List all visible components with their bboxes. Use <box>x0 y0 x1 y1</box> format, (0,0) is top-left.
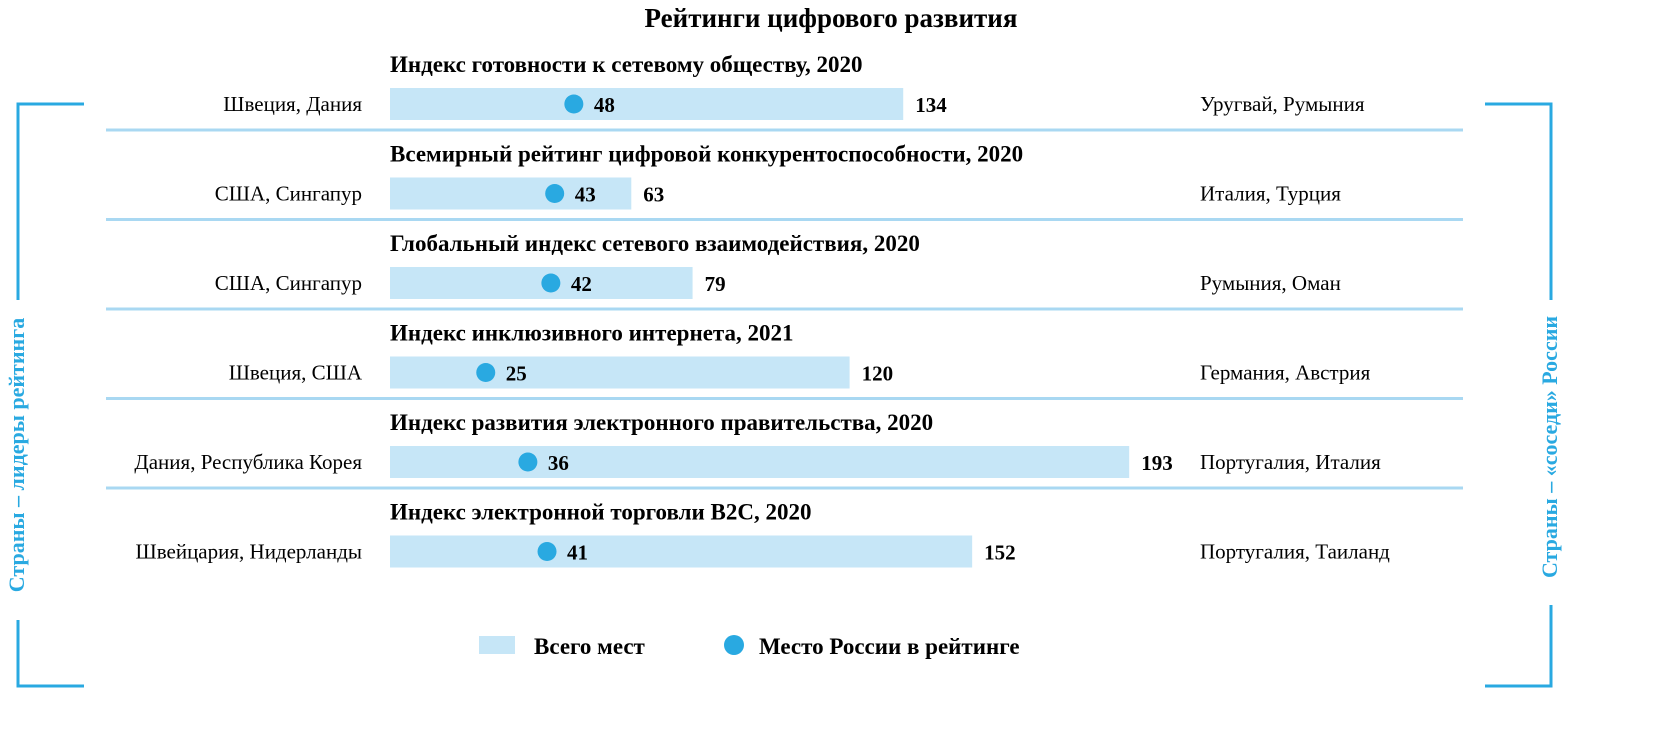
russia-rank-value: 43 <box>575 183 596 207</box>
rating-row: Индекс инклюзивного интернета, 2021 Швеци… <box>106 321 1463 400</box>
rating-row: Индекс электронной торговли B2C, 2020 Шве… <box>136 500 1390 568</box>
total-places-value: 193 <box>1141 451 1173 475</box>
russia-rank-value: 25 <box>506 362 527 386</box>
neighbor-countries: Германия, Австрия <box>1200 361 1371 385</box>
neighbor-countries: Португалия, Таиланд <box>1200 540 1390 564</box>
leader-countries: США, Сингапур <box>215 182 362 206</box>
right-bracket-bottom-line <box>1485 605 1553 688</box>
left-bracket: Страны – лидеры рейтинга <box>4 102 84 688</box>
index-title: Всемирный рейтинг цифровой конкурентоспо… <box>390 142 1023 167</box>
leader-countries: Швейцария, Нидерланды <box>136 540 362 564</box>
total-places-value: 152 <box>984 541 1016 565</box>
rating-rows: Индекс готовности к сетевому обществу, 2… <box>106 52 1463 568</box>
legend-bar-label: Всего мест <box>534 634 646 659</box>
legend-bar-swatch <box>479 636 515 654</box>
russia-rank-dot <box>545 184 565 203</box>
leader-countries: Швеция, Дания <box>223 92 362 116</box>
rating-row: Всемирный рейтинг цифровой конкурентоспо… <box>106 142 1463 221</box>
left-bracket-bottom-line <box>16 620 84 688</box>
neighbor-countries: Португалия, Италия <box>1200 450 1381 474</box>
russia-rank-dot <box>537 542 557 561</box>
legend: Всего мест Место России в рейтинге <box>479 634 1020 659</box>
total-places-bar <box>390 267 693 299</box>
russia-rank-value: 36 <box>548 451 569 475</box>
total-places-bar <box>390 446 1130 478</box>
rating-row: Глобальный индекс сетевого взаимодействи… <box>106 231 1463 311</box>
russia-rank-value: 41 <box>567 541 588 565</box>
right-side-label: Страны – «соседи» России <box>1537 316 1562 578</box>
index-title: Индекс инклюзивного интернета, 2021 <box>390 321 794 346</box>
russia-rank-dot <box>564 94 584 114</box>
russia-rank-dot <box>518 452 538 472</box>
total-places-bar <box>390 356 850 389</box>
rating-row: Индекс развития электронного правительст… <box>106 410 1463 490</box>
right-bracket: Страны – «соседи» России <box>1485 102 1562 688</box>
left-bracket-top-line <box>16 102 84 300</box>
index-title: Индекс готовности к сетевому обществу, 2… <box>390 52 863 77</box>
total-places-bar <box>390 177 632 210</box>
total-places-value: 120 <box>862 362 894 386</box>
chart-title: Рейтинги цифрового развития <box>645 3 1018 33</box>
leader-countries: Дания, Республика Корея <box>134 450 362 474</box>
total-places-value: 63 <box>643 183 664 207</box>
neighbor-countries: Румыния, Оман <box>1200 271 1341 295</box>
neighbor-countries: Уругвай, Румыния <box>1200 92 1365 116</box>
leader-countries: Швеция, США <box>229 361 363 385</box>
left-side-label: Страны – лидеры рейтинга <box>4 318 29 592</box>
neighbor-countries: Италия, Турция <box>1200 182 1341 206</box>
russia-rank-dot <box>541 273 561 293</box>
total-places-value: 134 <box>915 93 947 117</box>
index-title: Индекс развития электронного правительст… <box>390 410 933 435</box>
russia-rank-dot <box>476 363 496 382</box>
index-title: Глобальный индекс сетевого взаимодействи… <box>390 231 920 256</box>
right-bracket-top-line <box>1485 102 1553 300</box>
total-places-bar <box>390 535 973 568</box>
leader-countries: США, Сингапур <box>215 271 362 295</box>
russia-rank-value: 42 <box>571 272 592 296</box>
total-places-value: 79 <box>705 272 726 296</box>
legend-dot-swatch <box>724 635 744 655</box>
legend-dot-label: Место России в рейтинге <box>759 634 1020 659</box>
index-title: Индекс электронной торговли B2C, 2020 <box>390 500 811 525</box>
total-places-bar <box>390 88 904 120</box>
rating-row: Индекс готовности к сетевому обществу, 2… <box>106 52 1463 132</box>
russia-rank-value: 48 <box>594 93 615 117</box>
